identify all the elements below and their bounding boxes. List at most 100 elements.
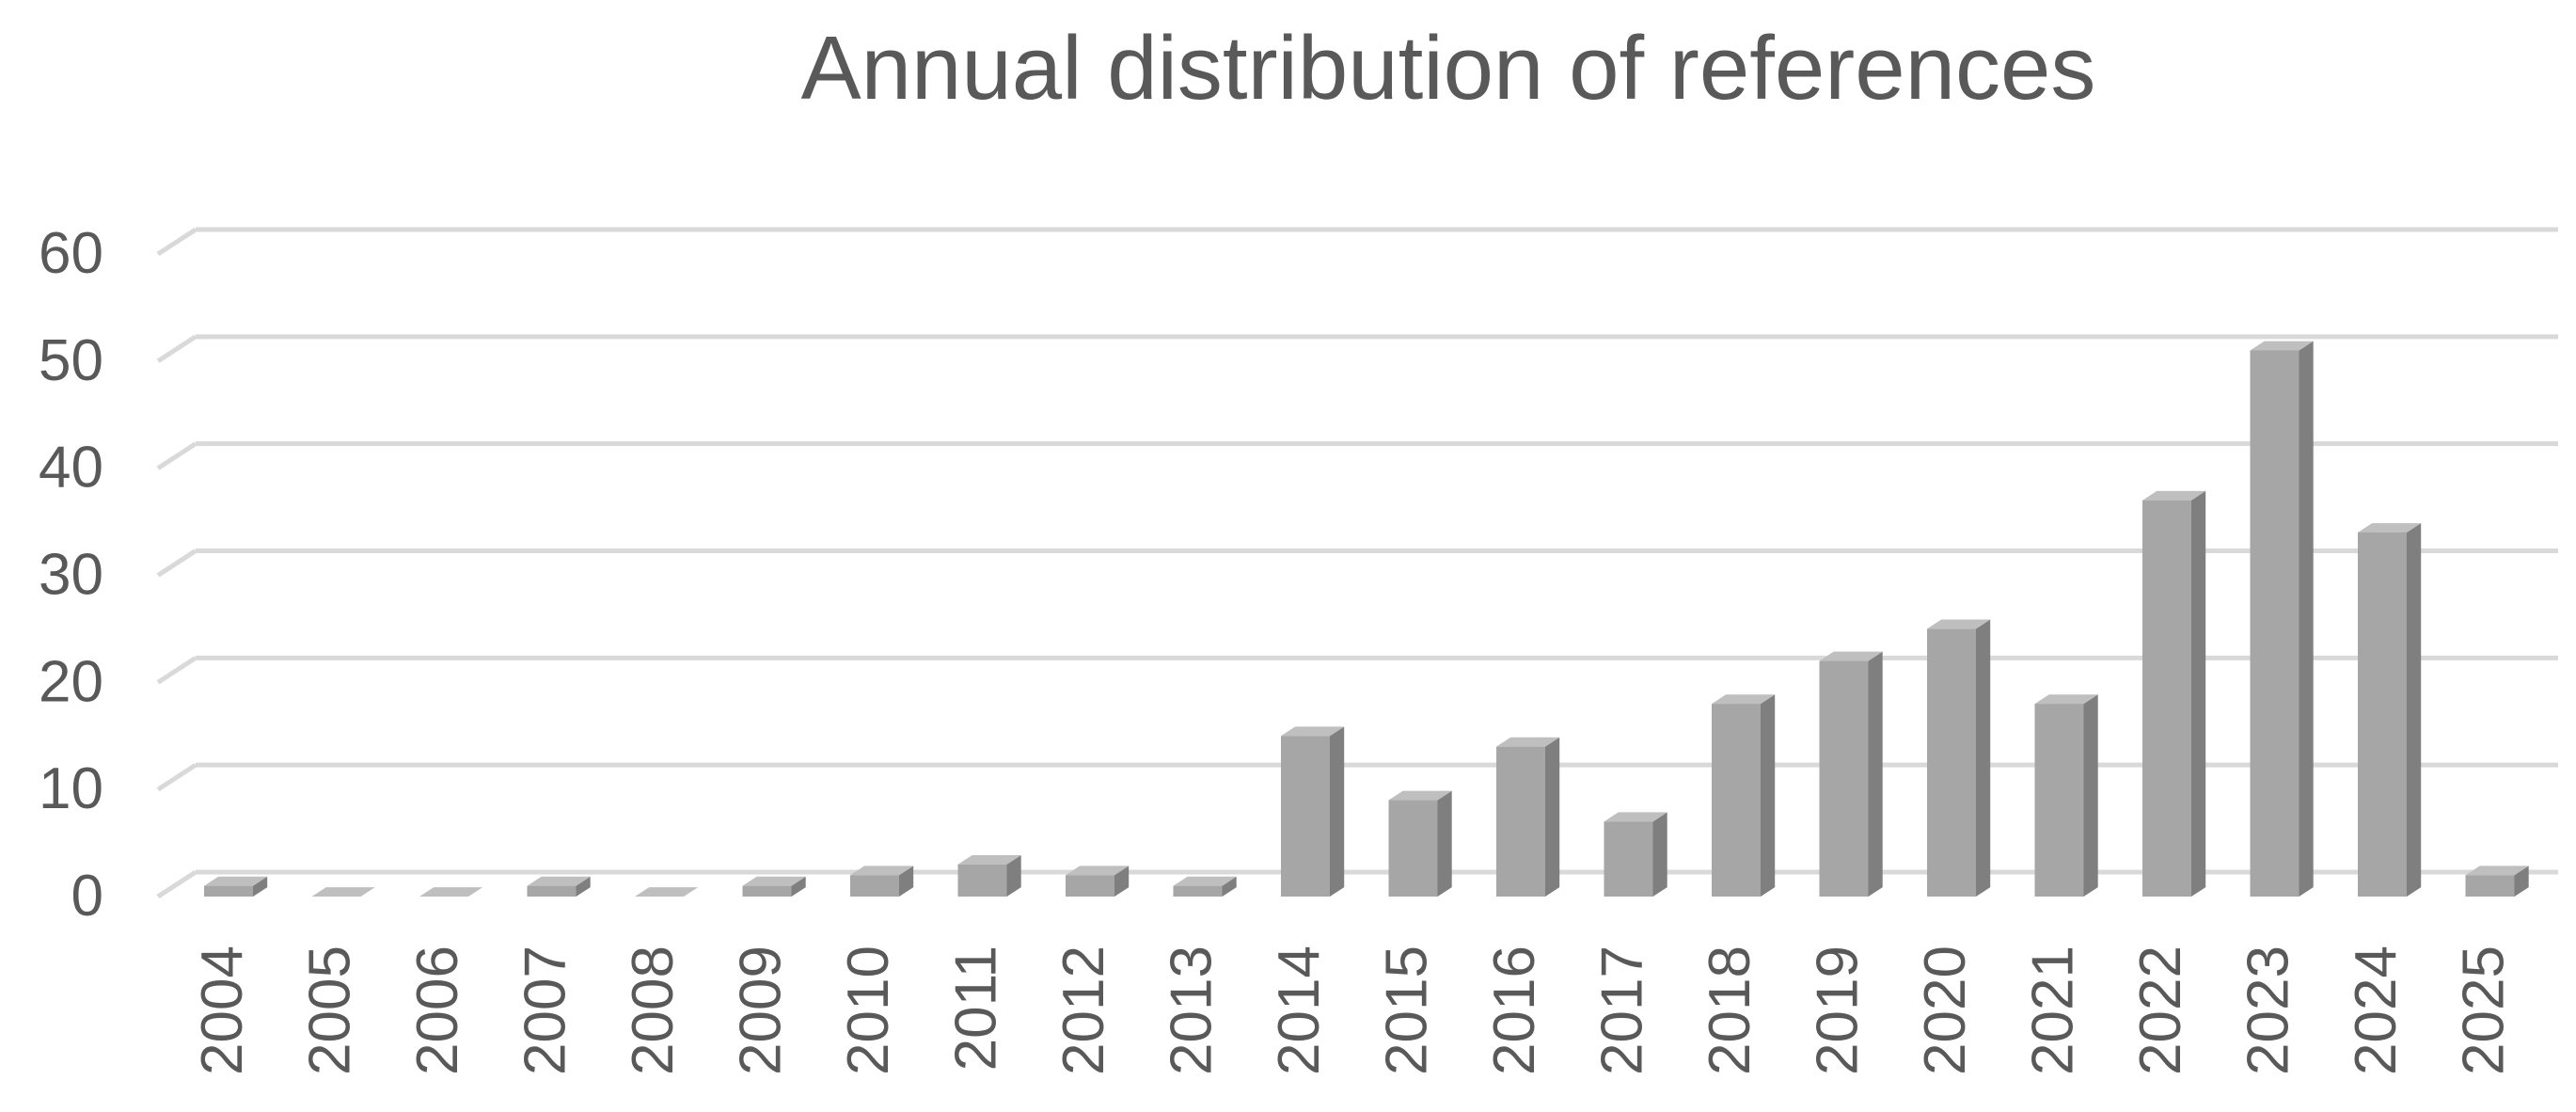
y-tick-label: 50 xyxy=(39,328,103,393)
bar-front xyxy=(1388,800,1438,897)
x-tick-label: 2025 xyxy=(2452,945,2517,1075)
bar-front xyxy=(2142,500,2191,897)
x-tick-label: 2013 xyxy=(1160,945,1225,1075)
y-tick-label: 30 xyxy=(39,543,103,608)
bars xyxy=(204,341,2529,897)
x-tick-label: 2017 xyxy=(1590,945,1655,1075)
bar xyxy=(2358,523,2422,897)
bar-side xyxy=(1761,694,1776,897)
bar xyxy=(957,854,1021,897)
y-tick-label: 0 xyxy=(71,864,103,929)
bar xyxy=(311,887,375,897)
bar xyxy=(1819,651,1883,897)
bar-top xyxy=(1712,694,1776,705)
x-tick-label: 2023 xyxy=(2236,945,2301,1075)
bar-front xyxy=(1604,821,1653,897)
bar-top xyxy=(1281,726,1345,737)
bar-side xyxy=(899,866,914,897)
y-axis: 0 10 20 30 40 50 60 xyxy=(39,221,103,929)
bar-top xyxy=(311,887,375,897)
bar xyxy=(2465,866,2529,897)
bar-top xyxy=(635,887,699,897)
bar-top xyxy=(527,876,591,886)
bar-side xyxy=(1222,876,1237,897)
bar-front xyxy=(1066,875,1114,897)
bar-side xyxy=(2407,523,2422,897)
x-tick-label: 2012 xyxy=(1051,945,1116,1075)
x-tick-label: 2004 xyxy=(190,945,255,1075)
bar-side xyxy=(2083,694,2098,897)
bar xyxy=(1927,619,1991,897)
bar xyxy=(1281,726,1345,897)
bar-front xyxy=(957,864,1007,897)
bar-front xyxy=(2358,532,2407,897)
grid-layer xyxy=(156,227,2558,899)
y-tick-label: 60 xyxy=(39,221,103,286)
bar-side xyxy=(576,876,591,897)
bar-side xyxy=(1330,726,1345,897)
bar-side xyxy=(253,876,268,897)
x-tick-label: 2018 xyxy=(1698,945,1762,1075)
bar-top xyxy=(957,854,1021,865)
gridline-group xyxy=(156,334,2558,363)
bar-top xyxy=(742,876,806,886)
x-tick-label: 2006 xyxy=(405,945,470,1075)
bar-front xyxy=(1281,736,1330,897)
x-tick-label: 2008 xyxy=(621,945,686,1075)
bar-side xyxy=(2191,490,2206,897)
gridline xyxy=(156,548,198,578)
bar-top xyxy=(1927,619,1991,629)
bar xyxy=(2034,694,2098,897)
bar-side xyxy=(1545,737,1560,897)
gridline xyxy=(156,334,198,363)
bar-front xyxy=(1927,628,1976,897)
bar-front xyxy=(1819,660,1869,897)
x-tick-label: 2020 xyxy=(1913,945,1978,1075)
bar xyxy=(204,876,268,897)
bar-top xyxy=(1819,651,1883,661)
gridline xyxy=(156,227,198,257)
bar-top xyxy=(2465,866,2529,876)
bar xyxy=(1604,812,1667,897)
x-tick-label: 2009 xyxy=(729,945,794,1075)
x-tick-label: 2021 xyxy=(2021,945,2086,1075)
gridline-group xyxy=(156,227,2558,257)
x-tick-label: 2007 xyxy=(514,945,578,1075)
bar-front xyxy=(2465,875,2515,897)
chart-title: Annual distribution of references xyxy=(801,18,2096,119)
x-tick-label: 2005 xyxy=(298,945,363,1075)
x-tick-label: 2016 xyxy=(1482,945,1547,1075)
bar-top xyxy=(419,887,483,897)
y-tick-label: 10 xyxy=(39,756,103,821)
bar xyxy=(742,876,806,897)
bar-side xyxy=(791,876,806,897)
bar xyxy=(419,887,483,897)
bar-top xyxy=(1066,866,1130,876)
bar xyxy=(635,887,699,897)
bar-front xyxy=(742,885,792,897)
bar xyxy=(1173,876,1237,897)
bar-top xyxy=(204,876,268,886)
bar xyxy=(527,876,591,897)
bar xyxy=(850,866,914,897)
bar-top xyxy=(1388,790,1452,801)
bar-side xyxy=(1006,854,1021,897)
bar-top xyxy=(2250,341,2314,351)
x-axis: 2004 2005 2006 2007 2008 2009 2010 2011 2012 2013… xyxy=(190,945,2517,1075)
bar-top xyxy=(1496,737,1560,747)
bar-front xyxy=(2034,704,2084,897)
bar xyxy=(1388,790,1452,897)
y-tick-label: 20 xyxy=(39,649,103,714)
bar xyxy=(2250,341,2314,897)
x-tick-label: 2024 xyxy=(2344,945,2409,1075)
gridline xyxy=(156,763,198,792)
y-tick-label: 40 xyxy=(39,436,103,500)
x-tick-label: 2014 xyxy=(1267,945,1332,1075)
bar-front xyxy=(850,875,899,897)
bar-side xyxy=(2299,341,2314,897)
bar-top xyxy=(2358,523,2422,532)
bar-side xyxy=(1652,812,1667,897)
gridline xyxy=(156,869,198,899)
bar-front xyxy=(1496,746,1545,897)
